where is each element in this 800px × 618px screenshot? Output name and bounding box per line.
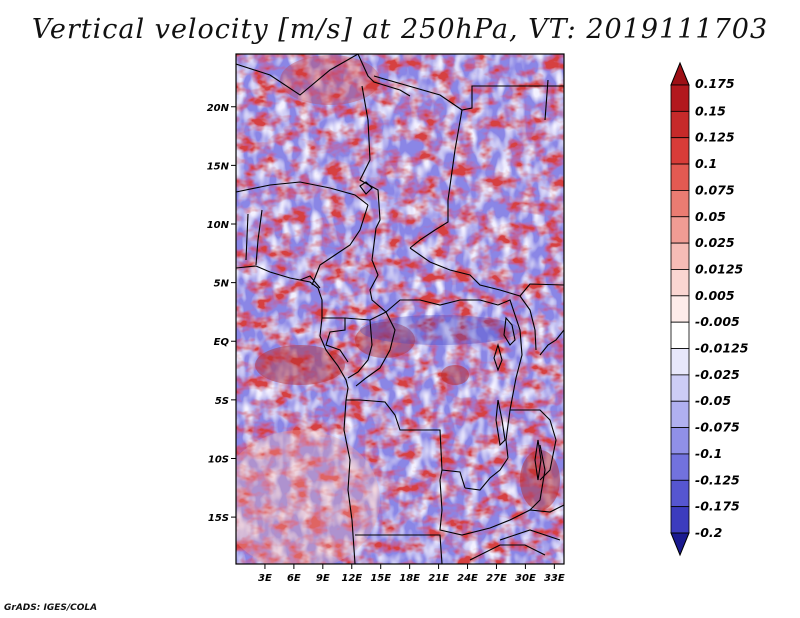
lon-tick-label: 33E [544,573,565,584]
colorbar-cell [670,242,690,270]
colorbar-label: 0.05 [695,209,726,224]
grads-credit: GrADS: IGES/COLA [4,603,98,613]
lon-tick-label: 30E [515,573,536,584]
colorbar-cell [670,84,690,112]
country-boundaries [236,54,564,564]
colorbar-cell [670,110,690,139]
lon-tick-label: 18E [399,573,420,584]
colorbar-cell [670,506,690,534]
lon-tick-label: 21E [428,573,449,584]
colorbar-label: 0.005 [695,288,735,303]
lat-tick-label: 15N [207,161,230,172]
vertical-velocity-field [236,54,564,564]
colorbar: 0.175 0.15 0.125 0.1 0.075 0.05 0.025 0.0125 0.0… [670,61,749,557]
colorbar-cell [670,190,690,218]
colorbar-cell [670,163,690,191]
colorbar-cell [670,374,690,402]
map-title: Vertical velocity [m/s] at 250hPa, VT: 2… [31,14,769,45]
colorbar-label: -0.0125 [695,341,749,356]
colorbar-label: 0.025 [695,235,735,250]
colorbar-label: 0.075 [695,182,735,197]
longitude-axis: 3E 6E 9E 12E 15E 18E 21E 24E 27E 30E 33E [258,564,565,584]
lon-tick-label: 12E [341,573,362,584]
colorbar-label: -0.005 [695,314,740,329]
colorbar-label: 0.0125 [695,261,744,276]
colorbar-label: -0.075 [695,420,740,435]
colorbar-label: -0.2 [695,525,722,540]
lat-tick-label: EQ [214,337,230,348]
map-frame [235,53,565,565]
colorbar-label: 0.175 [695,76,735,91]
lat-tick-label: 5N [214,279,230,290]
lon-tick-label: 15E [370,573,391,584]
colorbar-label: 0.125 [695,130,735,145]
colorbar-top-arrow [670,61,690,86]
colorbar-cell [670,269,690,297]
lon-tick-label: 24E [457,573,478,584]
lat-tick-label: 20N [207,103,230,114]
colorbar-cell [670,295,690,323]
lon-tick-label: 9E [316,573,330,584]
colorbar-label: 0.15 [695,103,726,118]
colorbar-cell [670,479,690,508]
colorbar-cell [670,348,690,376]
colorbar-cell [670,321,690,349]
colorbar-label: -0.125 [695,472,740,487]
lon-tick-label: 3E [258,573,272,584]
lat-tick-label: 15S [208,513,229,524]
colorbar-cell [670,137,690,165]
colorbar-label: -0.025 [695,367,740,382]
latitude-axis: 20N 15N 10N 5N EQ 5S 10S 15S [207,103,236,524]
lat-tick-label: 10S [208,454,229,465]
colorbar-cell [670,427,690,455]
colorbar-label: -0.05 [695,393,731,408]
lon-tick-label: 27E [486,573,507,584]
lat-tick-label: 5S [215,396,229,407]
lon-tick-label: 6E [287,573,301,584]
colorbar-label: -0.175 [695,499,740,514]
colorbar-cell [670,216,690,244]
colorbar-label: -0.1 [695,446,722,461]
colorbar-label: 0.1 [695,156,717,171]
colorbar-cell [670,453,690,481]
colorbar-cell [670,400,690,428]
colorbar-bottom-arrow [670,532,690,557]
lat-tick-label: 10N [207,220,230,231]
